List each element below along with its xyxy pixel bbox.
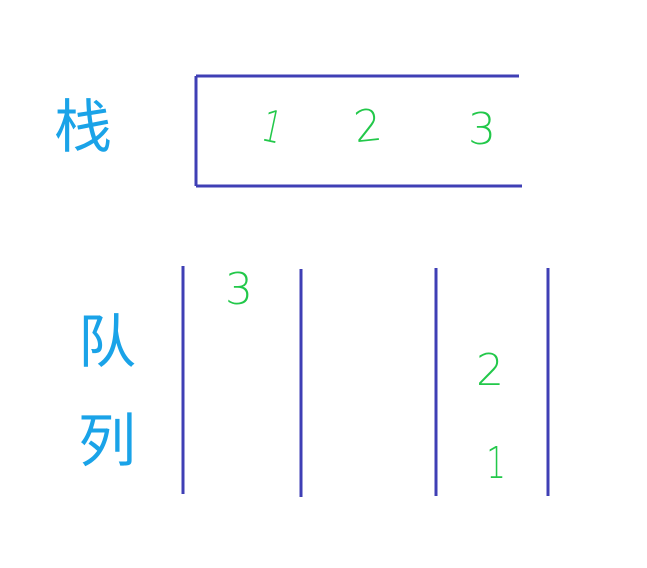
queue-item-left: 3	[225, 264, 253, 315]
queue-lines	[181, 266, 550, 497]
queue-label-bottom: 列	[78, 407, 137, 475]
queue-label-top: 队	[78, 308, 137, 376]
stack-container	[194, 74, 522, 188]
stack-item-2: 2	[351, 99, 385, 154]
queue-item-right-lower: 1	[486, 438, 506, 489]
stack-label: 栈	[54, 93, 113, 161]
stack-item-3: 3	[468, 104, 496, 155]
queue-item-right-upper: 2	[476, 345, 504, 396]
